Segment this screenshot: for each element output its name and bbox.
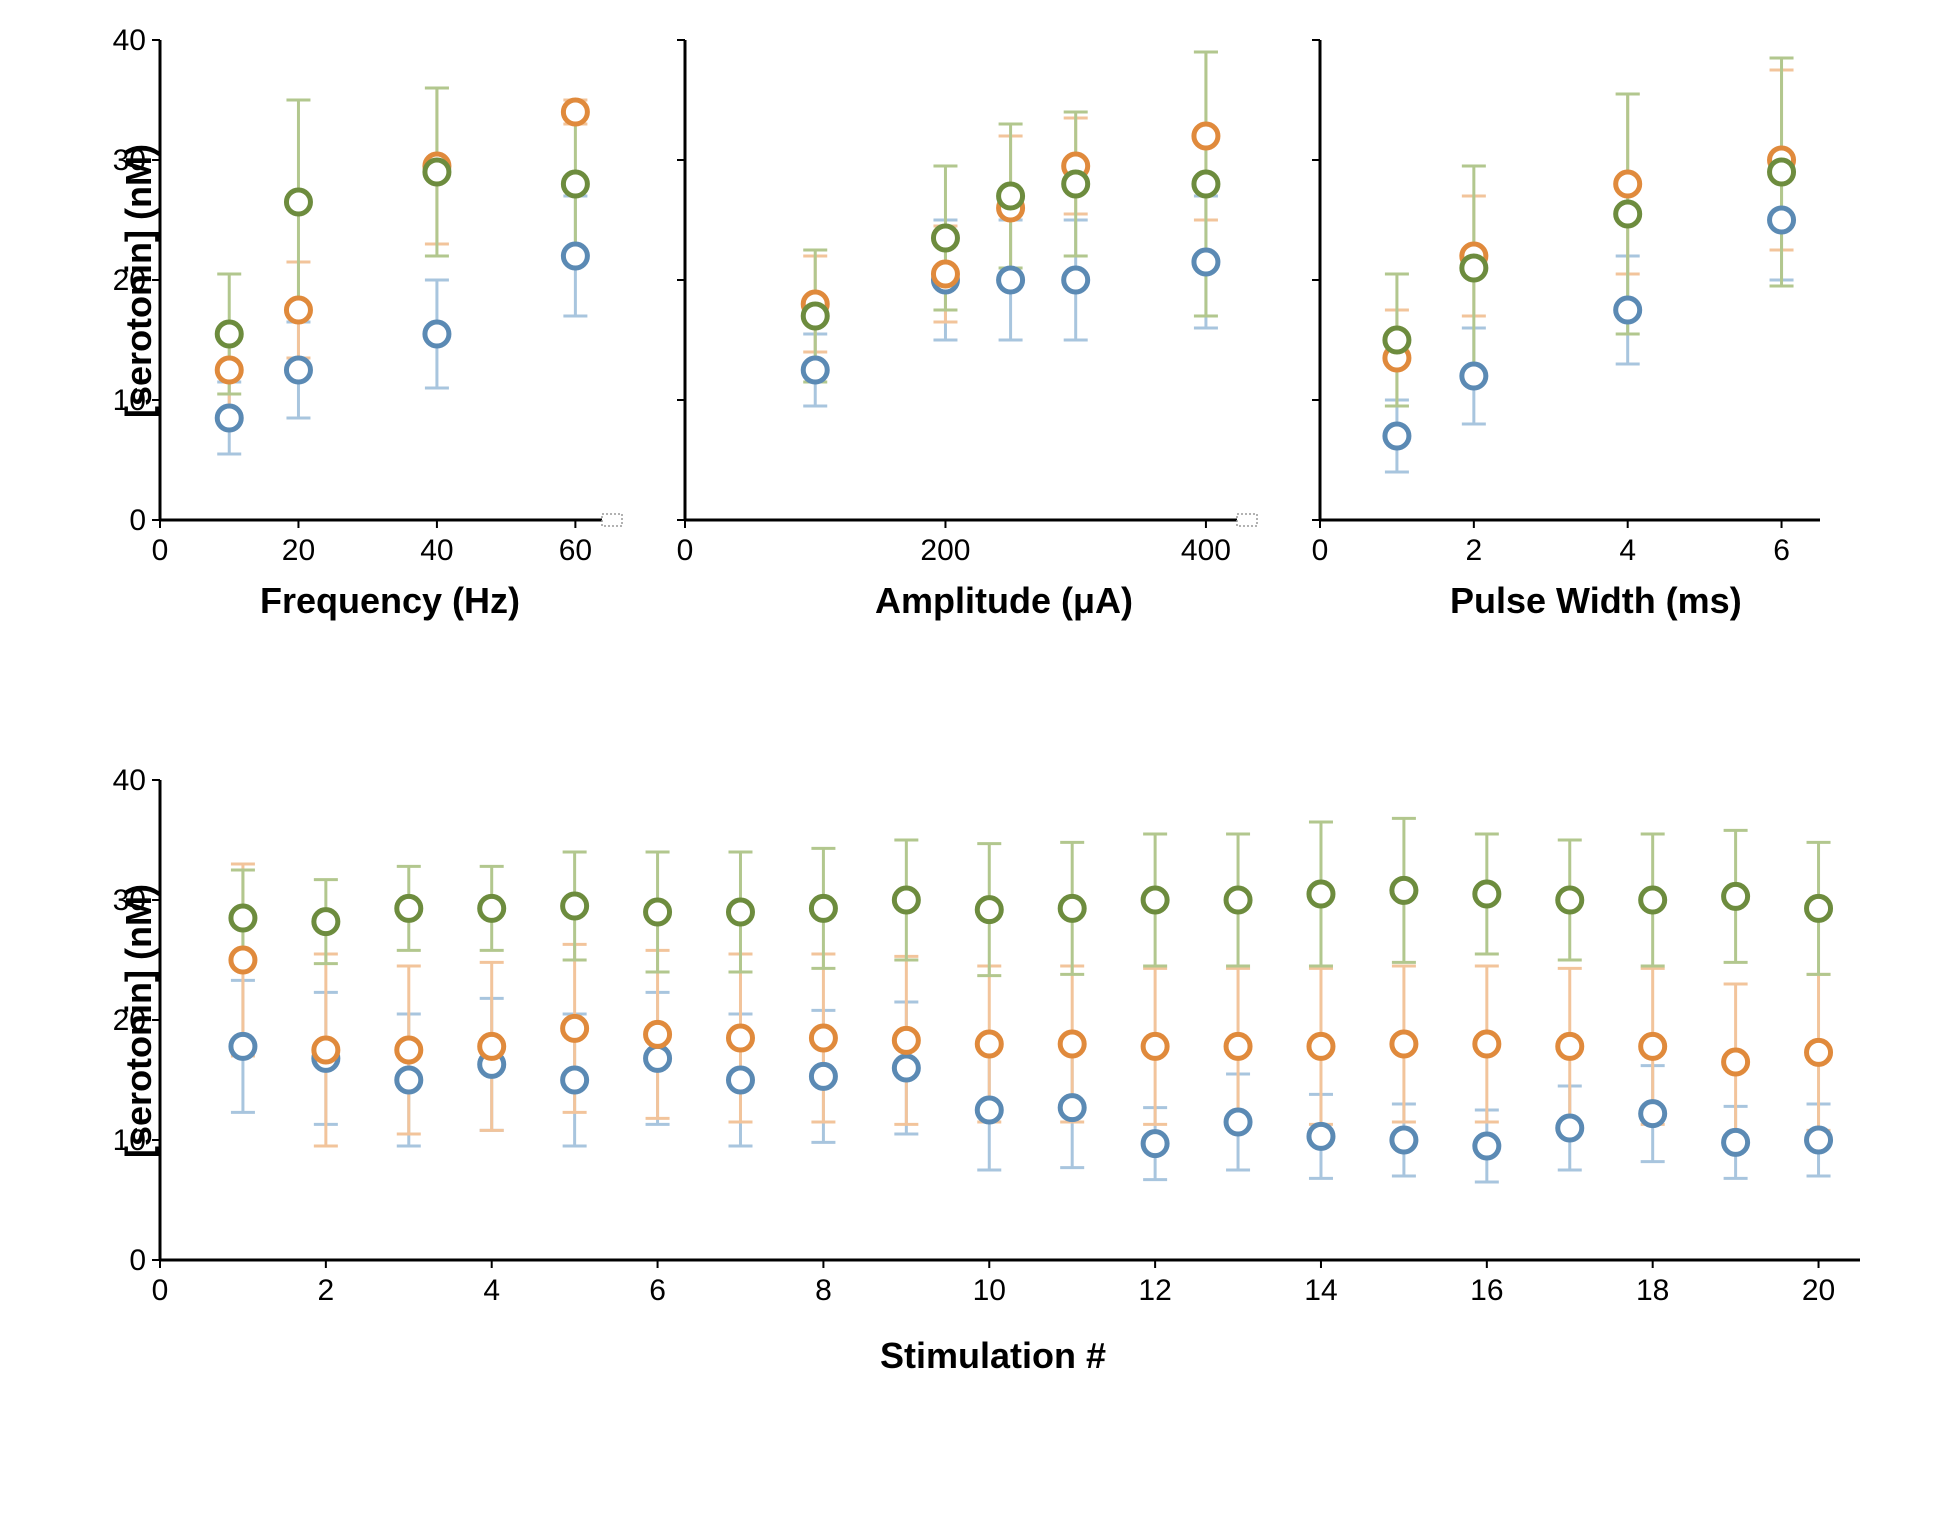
svg-text:2: 2 (318, 1274, 335, 1307)
svg-text:16: 16 (1470, 1274, 1503, 1307)
top-chart-row: [serotonin] (nM) 0102030400204060 Freque… (20, 20, 1950, 640)
chart-pulsewidth: 0 2 4 6 (1290, 20, 1850, 640)
panel-frequency: 0 10 20 30 40 0 20 40 60 Frequency (Hz) (80, 20, 640, 640)
svg-text:18: 18 (1636, 1274, 1669, 1307)
amp-x-label: Amplitude (μA) (875, 580, 1133, 622)
bottom-chart-row: [serotonin] (nM) 01020304002468101214161… (80, 760, 1910, 1380)
svg-text:40: 40 (113, 764, 146, 797)
svg-text:0: 0 (129, 504, 146, 537)
panel-amplitude: 0 200 400 Amplitude (μA) (655, 20, 1275, 640)
svg-text:20: 20 (1802, 1274, 1835, 1307)
chart-container: [serotonin] (nM) 0102030400204060 Freque… (20, 20, 1950, 1507)
svg-text:0: 0 (152, 534, 169, 567)
bottom-y-axis-label: [serotonin] (nM) (118, 884, 160, 1158)
svg-text:4: 4 (1619, 534, 1636, 567)
svg-text:4: 4 (483, 1274, 500, 1307)
svg-text:400: 400 (1181, 534, 1231, 567)
svg-text:0: 0 (1312, 534, 1329, 567)
chart-stimulation: 01020304002468101214161820 (80, 760, 1910, 1380)
chart-frequency: 0 10 20 30 40 0 20 40 60 (80, 20, 640, 640)
svg-text:30: 30 (113, 144, 146, 177)
svg-text:0: 0 (677, 534, 694, 567)
svg-text:200: 200 (920, 534, 970, 567)
svg-text:20: 20 (113, 264, 146, 297)
freq-x-label: Frequency (Hz) (260, 580, 520, 622)
panel-pulsewidth: 0 2 4 6 Pulse Width (ms) (1290, 20, 1850, 640)
svg-text:0: 0 (129, 1244, 146, 1277)
svg-text:12: 12 (1138, 1274, 1171, 1307)
svg-text:8: 8 (815, 1274, 832, 1307)
stim-x-label: Stimulation # (880, 1335, 1106, 1377)
svg-text:60: 60 (559, 534, 592, 567)
svg-text:14: 14 (1304, 1274, 1337, 1307)
pw-x-label: Pulse Width (ms) (1450, 580, 1742, 622)
svg-text:40: 40 (113, 24, 146, 57)
svg-text:6: 6 (649, 1274, 666, 1307)
svg-text:2: 2 (1466, 534, 1483, 567)
chart-amplitude: 0 200 400 (655, 20, 1275, 640)
svg-text:20: 20 (282, 534, 315, 567)
svg-text:6: 6 (1773, 534, 1790, 567)
svg-text:40: 40 (420, 534, 453, 567)
svg-text:10: 10 (973, 1274, 1006, 1307)
svg-text:10: 10 (113, 384, 146, 417)
svg-text:0: 0 (152, 1274, 169, 1307)
